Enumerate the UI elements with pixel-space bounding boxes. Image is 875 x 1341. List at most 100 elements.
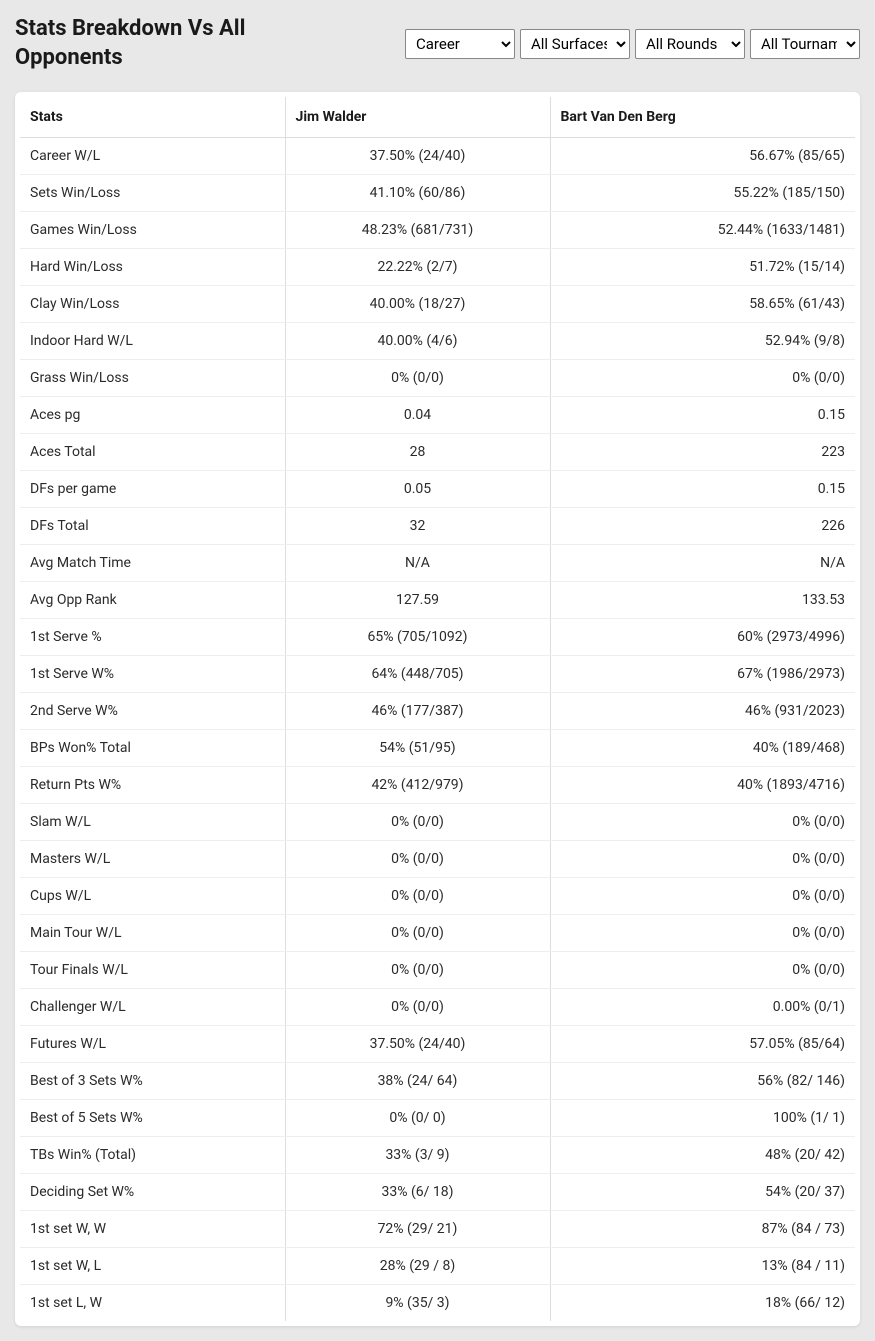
table-row: Aces pg0.040.15 — [20, 397, 855, 434]
table-row: Grass Win/Loss0% (0/0)0% (0/0) — [20, 360, 855, 397]
player1-value-cell: 65% (705/1092) — [285, 619, 550, 656]
table-row: Best of 3 Sets W%38% (24/ 64)56% (82/ 14… — [20, 1063, 855, 1100]
stat-label-cell: Best of 3 Sets W% — [20, 1063, 285, 1100]
table-row: TBs Win% (Total)33% (3/ 9)48% (20/ 42) — [20, 1137, 855, 1174]
stat-label-cell: 1st set W, L — [20, 1248, 285, 1285]
player2-value-cell: 100% (1/ 1) — [550, 1100, 855, 1137]
player1-value-cell: 41.10% (60/86) — [285, 175, 550, 212]
table-row: DFs Total32226 — [20, 508, 855, 545]
player2-value-cell: 57.05% (85/64) — [550, 1026, 855, 1063]
stat-label-cell: 2nd Serve W% — [20, 693, 285, 730]
player1-value-cell: 28% (29 / 8) — [285, 1248, 550, 1285]
player2-value-cell: 87% (84 / 73) — [550, 1211, 855, 1248]
tournament-select[interactable]: All Tournaments — [750, 29, 860, 59]
column-header-player1: Jim Walder — [285, 97, 550, 138]
player1-value-cell: 32 — [285, 508, 550, 545]
player1-value-cell: N/A — [285, 545, 550, 582]
player2-value-cell: 0% (0/0) — [550, 915, 855, 952]
header-row: Stats Breakdown Vs All Opponents Career … — [15, 15, 860, 72]
player2-value-cell: 67% (1986/2973) — [550, 656, 855, 693]
stat-label-cell: TBs Win% (Total) — [20, 1137, 285, 1174]
stats-table: Stats Jim Walder Bart Van Den Berg Caree… — [20, 97, 855, 1321]
player1-value-cell: 0.05 — [285, 471, 550, 508]
player2-value-cell: N/A — [550, 545, 855, 582]
player1-value-cell: 9% (35/ 3) — [285, 1285, 550, 1322]
table-row: Sets Win/Loss41.10% (60/86)55.22% (185/1… — [20, 175, 855, 212]
player1-value-cell: 38% (24/ 64) — [285, 1063, 550, 1100]
player1-value-cell: 33% (6/ 18) — [285, 1174, 550, 1211]
stat-label-cell: Hard Win/Loss — [20, 249, 285, 286]
stat-label-cell: Masters W/L — [20, 841, 285, 878]
player2-value-cell: 18% (66/ 12) — [550, 1285, 855, 1322]
stat-label-cell: Avg Opp Rank — [20, 582, 285, 619]
stat-label-cell: Grass Win/Loss — [20, 360, 285, 397]
surface-select[interactable]: All Surfaces — [520, 29, 630, 59]
stat-label-cell: Return Pts W% — [20, 767, 285, 804]
stat-label-cell: 1st Serve % — [20, 619, 285, 656]
player1-value-cell: 0% (0/0) — [285, 360, 550, 397]
player1-value-cell: 54% (51/95) — [285, 730, 550, 767]
player2-value-cell: 0.15 — [550, 397, 855, 434]
table-row: Deciding Set W%33% (6/ 18)54% (20/ 37) — [20, 1174, 855, 1211]
table-row: Return Pts W%42% (412/979)40% (1893/4716… — [20, 767, 855, 804]
player2-value-cell: 13% (84 / 11) — [550, 1248, 855, 1285]
stat-label-cell: Challenger W/L — [20, 989, 285, 1026]
column-header-player2: Bart Van Den Berg — [550, 97, 855, 138]
stat-label-cell: Slam W/L — [20, 804, 285, 841]
page-title: Stats Breakdown Vs All Opponents — [15, 15, 315, 72]
stat-label-cell: Games Win/Loss — [20, 212, 285, 249]
table-row: 2nd Serve W%46% (177/387)46% (931/2023) — [20, 693, 855, 730]
stat-label-cell: Deciding Set W% — [20, 1174, 285, 1211]
table-row: Career W/L37.50% (24/40)56.67% (85/65) — [20, 138, 855, 175]
stat-label-cell: 1st set L, W — [20, 1285, 285, 1322]
table-row: Slam W/L0% (0/0)0% (0/0) — [20, 804, 855, 841]
player2-value-cell: 52.94% (9/8) — [550, 323, 855, 360]
stat-label-cell: Aces Total — [20, 434, 285, 471]
table-row: Main Tour W/L0% (0/0)0% (0/0) — [20, 915, 855, 952]
stat-label-cell: Best of 5 Sets W% — [20, 1100, 285, 1137]
player2-value-cell: 0% (0/0) — [550, 841, 855, 878]
table-row: Tour Finals W/L0% (0/0)0% (0/0) — [20, 952, 855, 989]
player1-value-cell: 0% (0/ 0) — [285, 1100, 550, 1137]
stat-label-cell: Main Tour W/L — [20, 915, 285, 952]
stat-label-cell: BPs Won% Total — [20, 730, 285, 767]
rounds-select[interactable]: All Rounds — [635, 29, 745, 59]
player2-value-cell: 223 — [550, 434, 855, 471]
table-row: Masters W/L0% (0/0)0% (0/0) — [20, 841, 855, 878]
player1-value-cell: 64% (448/705) — [285, 656, 550, 693]
table-row: 1st Serve W%64% (448/705)67% (1986/2973) — [20, 656, 855, 693]
stat-label-cell: 1st set W, W — [20, 1211, 285, 1248]
player2-value-cell: 0.00% (0/1) — [550, 989, 855, 1026]
table-row: Aces Total28223 — [20, 434, 855, 471]
table-row: Best of 5 Sets W%0% (0/ 0)100% (1/ 1) — [20, 1100, 855, 1137]
player2-value-cell: 56% (82/ 146) — [550, 1063, 855, 1100]
table-row: Avg Opp Rank127.59133.53 — [20, 582, 855, 619]
player2-value-cell: 46% (931/2023) — [550, 693, 855, 730]
table-row: Indoor Hard W/L40.00% (4/6)52.94% (9/8) — [20, 323, 855, 360]
player2-value-cell: 0.15 — [550, 471, 855, 508]
player1-value-cell: 0% (0/0) — [285, 804, 550, 841]
table-row: Games Win/Loss48.23% (681/731)52.44% (16… — [20, 212, 855, 249]
table-row: 1st Serve %65% (705/1092)60% (2973/4996) — [20, 619, 855, 656]
stat-label-cell: 1st Serve W% — [20, 656, 285, 693]
player1-value-cell: 28 — [285, 434, 550, 471]
player1-value-cell: 127.59 — [285, 582, 550, 619]
player1-value-cell: 0.04 — [285, 397, 550, 434]
filter-bar: Career All Surfaces All Rounds All Tourn… — [405, 29, 860, 59]
table-row: 1st set W, L28% (29 / 8)13% (84 / 11) — [20, 1248, 855, 1285]
player1-value-cell: 37.50% (24/40) — [285, 138, 550, 175]
table-row: 1st set L, W9% (35/ 3)18% (66/ 12) — [20, 1285, 855, 1322]
table-row: Clay Win/Loss40.00% (18/27)58.65% (61/43… — [20, 286, 855, 323]
stat-label-cell: Futures W/L — [20, 1026, 285, 1063]
player2-value-cell: 55.22% (185/150) — [550, 175, 855, 212]
player2-value-cell: 52.44% (1633/1481) — [550, 212, 855, 249]
player1-value-cell: 40.00% (18/27) — [285, 286, 550, 323]
table-row: BPs Won% Total54% (51/95)40% (189/468) — [20, 730, 855, 767]
player1-value-cell: 37.50% (24/40) — [285, 1026, 550, 1063]
stat-label-cell: Avg Match Time — [20, 545, 285, 582]
period-select[interactable]: Career — [405, 29, 515, 59]
player2-value-cell: 0% (0/0) — [550, 804, 855, 841]
column-header-stats: Stats — [20, 97, 285, 138]
stat-label-cell: Clay Win/Loss — [20, 286, 285, 323]
player2-value-cell: 51.72% (15/14) — [550, 249, 855, 286]
